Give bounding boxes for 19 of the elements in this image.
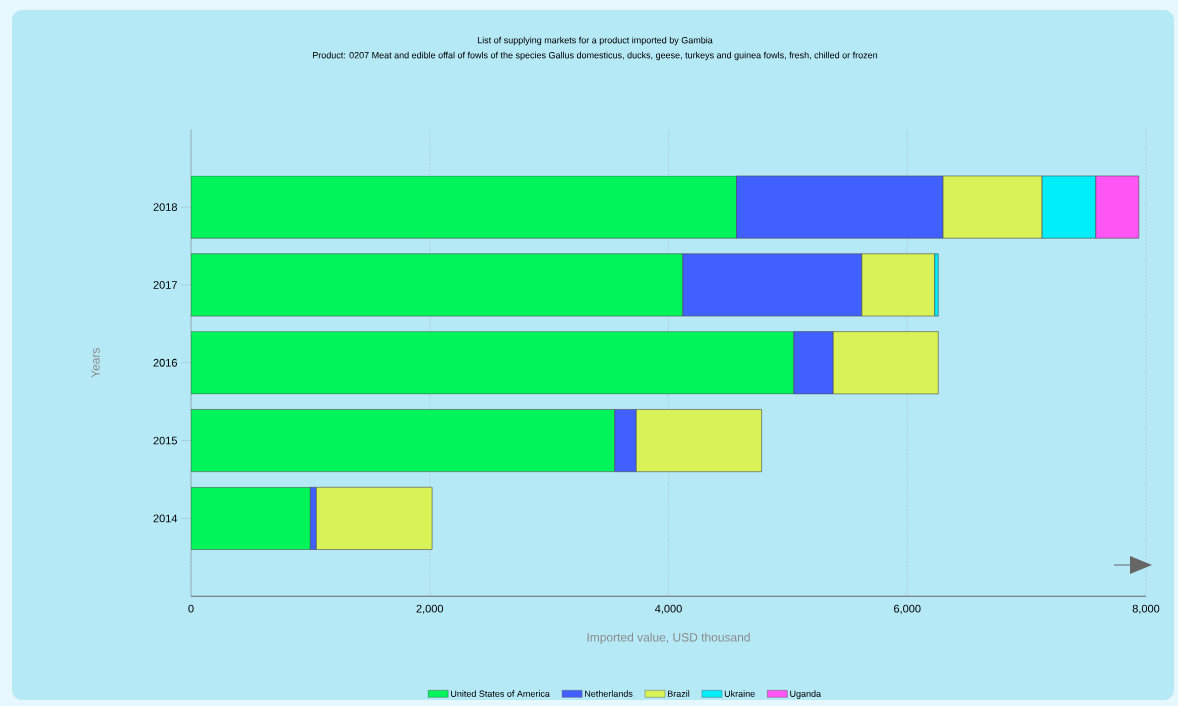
chart-subtitle: Product: 0207 Meat and edible offal of fowls of the species Gallus domesticus, ducks, geese, turkeys and guinea fowls, fresh, chilled or frozen	[313, 51, 878, 61]
x-tick-label: 2,000	[416, 604, 444, 614]
legend-label: Uganda	[790, 690, 822, 699]
legend-label: United States of America	[451, 690, 550, 697]
legend-label: Ukraine	[724, 690, 755, 697]
x-tick-label: 4,000	[654, 604, 682, 614]
legend-label: Brazil	[667, 690, 690, 697]
x-tick-label: 0	[188, 604, 194, 613]
y-tick-label: 2018	[153, 203, 177, 211]
y-tick-label: 2016	[153, 358, 177, 367]
x-axis-title: Imported value, USD thousand	[587, 632, 750, 644]
y-tick-label: 2014	[153, 514, 178, 523]
y-axis-title: Years	[91, 348, 100, 378]
x-tick-label: 6,000	[894, 604, 921, 614]
legend-label: Netherlands	[585, 690, 633, 697]
y-tick-label: 2015	[153, 436, 177, 445]
chart-title: List of supplying markets for a product imported by Gambia	[477, 36, 713, 46]
y-tick-label: 2017	[153, 281, 177, 289]
x-tick-label: 8,000	[1132, 604, 1160, 614]
